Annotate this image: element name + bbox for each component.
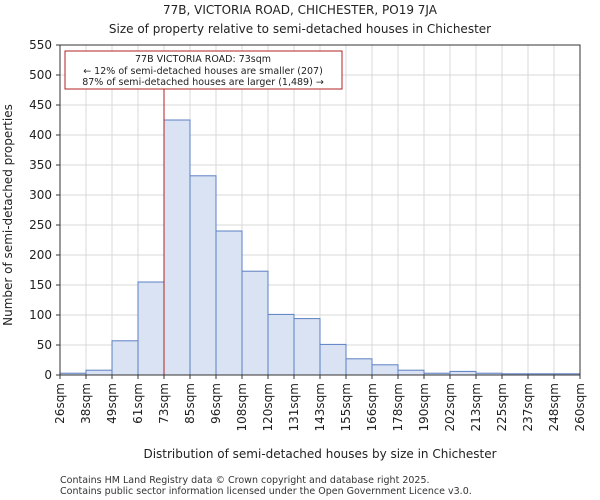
- x-tick-label: 248sqm: [547, 383, 561, 431]
- x-tick-label: 85sqm: [183, 383, 197, 424]
- x-axis-label: Distribution of semi-detached houses by …: [143, 447, 496, 461]
- y-tick-label: 100: [29, 308, 52, 322]
- footer-line-2: Contains public sector information licen…: [60, 486, 472, 497]
- bar-108sqm: [241, 270, 269, 376]
- x-tick-label: 96sqm: [209, 383, 223, 424]
- x-tick-label: 155sqm: [339, 383, 353, 431]
- bar-143sqm: [319, 343, 347, 376]
- x-tick-label: 166sqm: [365, 383, 379, 431]
- bar-178sqm: [397, 369, 425, 376]
- x-tick-label: 237sqm: [521, 383, 535, 431]
- x-tick-label: 202sqm: [443, 383, 457, 431]
- y-tick-label: 400: [29, 128, 52, 142]
- bar-85sqm: [189, 175, 217, 376]
- chart-title: 77B, VICTORIA ROAD, CHICHESTER, PO19 7JA: [163, 3, 438, 17]
- footer-line-1: Contains HM Land Registry data © Crown c…: [60, 475, 430, 486]
- y-axis-ticks: 0 50 100 150 200 250 300 350 400 450 500 550: [29, 38, 60, 382]
- bars: [59, 119, 581, 376]
- y-axis-label: Number of semi-detached properties: [1, 104, 15, 326]
- y-tick-label: 550: [29, 38, 52, 52]
- y-tick-label: 250: [29, 218, 52, 232]
- x-tick-label: 190sqm: [417, 383, 431, 431]
- x-tick-label: 120sqm: [261, 383, 275, 431]
- y-tick-label: 50: [37, 338, 52, 352]
- x-tick-label: 61sqm: [131, 383, 145, 424]
- x-tick-label: 178sqm: [391, 383, 405, 431]
- bar-155sqm: [345, 358, 373, 376]
- annotation-box: 77B VICTORIA ROAD: 73sqm ← 12% of semi-d…: [64, 50, 343, 90]
- y-tick-label: 200: [29, 248, 52, 262]
- y-tick-label: 350: [29, 158, 52, 172]
- annotation-line-1: 77B VICTORIA ROAD: 73sqm: [135, 54, 271, 65]
- bar-120sqm: [267, 313, 295, 376]
- bar-96sqm: [215, 230, 243, 376]
- y-tick-label: 150: [29, 278, 52, 292]
- annotation-line-3: 87% of semi-detached houses are larger (…: [82, 77, 324, 88]
- y-tick-label: 300: [29, 188, 52, 202]
- bar-131sqm: [293, 318, 321, 376]
- x-tick-label: 38sqm: [79, 383, 93, 424]
- bar-49sqm: [111, 340, 139, 376]
- x-tick-label: 260sqm: [573, 383, 587, 431]
- x-tick-label: 143sqm: [313, 383, 327, 431]
- bar-38sqm: [85, 369, 113, 376]
- y-tick-label: 500: [29, 68, 52, 82]
- annotation-frame: [64, 50, 343, 90]
- x-tick-label: 108sqm: [235, 383, 249, 431]
- bar-202sqm: [449, 370, 477, 376]
- x-axis-ticks: 26sqm 38sqm 49sqm 61sqm 73sqm 85sqm 96sqm 108sq…: [53, 375, 587, 431]
- x-tick-label: 213sqm: [469, 383, 483, 431]
- x-tick-label: 49sqm: [105, 383, 119, 424]
- y-tick-label: 0: [44, 368, 52, 382]
- bar-73sqm: [163, 119, 191, 376]
- bar-61sqm: [137, 281, 165, 376]
- x-tick-label: 225sqm: [495, 383, 509, 431]
- chart-subtitle: Size of property relative to semi-detach…: [109, 22, 491, 36]
- bar-166sqm: [371, 364, 399, 376]
- annotation-line-2: ← 12% of semi-detached houses are smalle…: [83, 66, 323, 77]
- x-tick-label: 26sqm: [53, 383, 67, 424]
- x-tick-label: 131sqm: [287, 383, 301, 431]
- y-tick-label: 450: [29, 98, 52, 112]
- x-tick-label: 73sqm: [157, 383, 171, 424]
